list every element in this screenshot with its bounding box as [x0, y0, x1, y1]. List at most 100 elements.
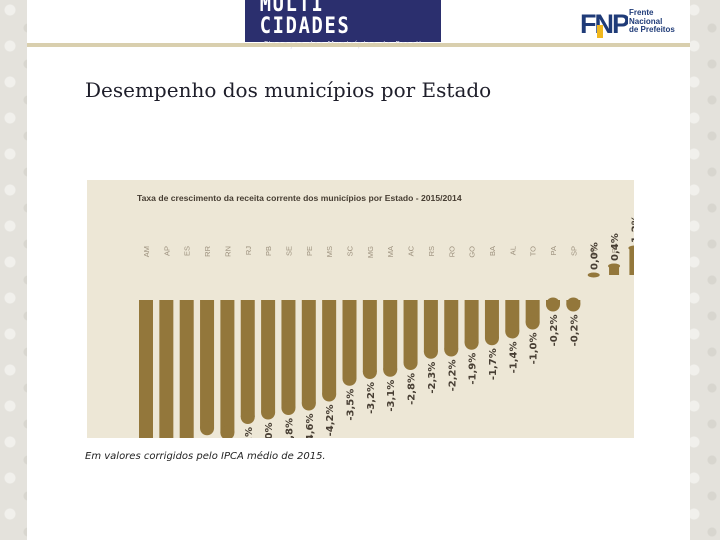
state-label: PE — [305, 246, 314, 256]
bar — [159, 300, 174, 438]
bar-cap — [484, 331, 499, 346]
bar — [464, 300, 479, 343]
value-label: -5,2% — [244, 427, 255, 438]
logo-main-text: MULTI CIDADES — [259, 0, 351, 39]
state-label: RS — [427, 246, 436, 256]
bar — [505, 300, 520, 332]
state-label: ES — [183, 246, 192, 256]
bar-cap — [628, 245, 634, 251]
state-label: MA — [386, 246, 395, 257]
bar — [179, 300, 194, 438]
state-label: PR — [590, 245, 599, 256]
bar-cap — [423, 344, 438, 359]
bar — [383, 300, 398, 370]
state-label: RR — [203, 245, 212, 256]
state-label: TO — [529, 246, 538, 256]
value-label: -0,2% — [569, 315, 580, 347]
state-label: AC — [407, 245, 416, 256]
state-label: PI — [610, 246, 619, 253]
bar — [139, 300, 153, 438]
bar — [484, 300, 499, 339]
bar — [220, 300, 235, 433]
value-label: -1,9% — [468, 353, 479, 385]
bar — [281, 300, 296, 408]
slide: MULTI CIDADES Finanças dos Municípios do… — [27, 0, 690, 540]
state-label: SP — [569, 246, 578, 256]
state-label: AM — [142, 246, 151, 257]
bar — [261, 300, 276, 413]
value-label: -4,8% — [284, 418, 295, 438]
value-label: 0,4% — [610, 233, 621, 261]
bar-cap — [505, 324, 520, 339]
state-label: AP — [162, 246, 171, 256]
fnp-line-1: Frente — [629, 8, 654, 17]
bar — [301, 300, 316, 404]
bar — [322, 300, 337, 395]
fnp-line-3: de Prefeitos — [629, 25, 675, 34]
bar-cap — [342, 371, 357, 386]
bar — [200, 300, 215, 429]
value-label: -4,2% — [325, 405, 336, 437]
bar-cap — [403, 356, 418, 370]
bar-cap — [525, 315, 540, 330]
bar — [342, 300, 357, 379]
multi-cidades-logo: MULTI CIDADES Finanças dos Municípios do… — [245, 0, 441, 49]
fnp-logo: FNP Frente Nacional de Prefeitos — [580, 3, 690, 41]
bar-cap — [444, 342, 459, 357]
bar-cap — [587, 272, 600, 278]
bar-cap — [362, 365, 377, 379]
chart-panel — [87, 180, 634, 438]
bar — [403, 300, 418, 363]
state-label: AL — [508, 246, 517, 255]
value-label: -2,8% — [407, 373, 418, 405]
value-label: -5,0% — [264, 423, 275, 439]
bar — [362, 300, 377, 372]
bar-cap — [220, 425, 235, 438]
bar-chart: Taxa de crescimento da receita corrente … — [87, 180, 634, 438]
value-label: -1,7% — [488, 348, 499, 380]
bar — [629, 248, 634, 275]
value-label: 0,0% — [590, 242, 601, 270]
header-rule — [27, 43, 690, 47]
bar — [609, 266, 620, 275]
state-label: SC — [346, 245, 355, 256]
value-label: -1,0% — [529, 333, 540, 365]
state-label: MS — [325, 246, 334, 257]
chart-title: Taxa de crescimento da receita corrente … — [137, 193, 462, 203]
bar — [444, 300, 459, 350]
value-label: -3,2% — [366, 382, 377, 414]
bar — [240, 300, 255, 417]
bar-cap — [566, 297, 581, 312]
state-label: PA — [549, 246, 558, 255]
value-label: -3,1% — [386, 380, 397, 412]
footnote: Em valores corrigidos pelo IPCA médio de… — [85, 451, 326, 462]
fnp-name: Frente Nacional de Prefeitos — [629, 8, 675, 35]
state-label: RO — [447, 246, 456, 257]
state-label: RN — [223, 246, 232, 257]
bar-cap — [200, 421, 215, 436]
value-label: -1,4% — [508, 342, 519, 374]
bar-cap — [281, 401, 296, 415]
fnp-line-2: Nacional — [629, 16, 663, 26]
value-label: 1,2% — [630, 215, 634, 243]
value-label: -0,2% — [549, 315, 560, 347]
page-title: Desempenho dos municípios por Estado — [85, 78, 492, 102]
value-label: -2,2% — [447, 360, 458, 392]
value-label: -4,6% — [305, 414, 316, 439]
bar-cap — [383, 362, 398, 377]
bar-cap — [240, 410, 255, 424]
bar-cap — [546, 297, 560, 312]
state-label: BA — [488, 246, 497, 256]
bar-cap — [608, 263, 621, 269]
bar-cap — [301, 396, 316, 411]
state-label: RJ — [244, 246, 253, 255]
state-label: PB — [264, 246, 273, 256]
state-label: SE — [284, 246, 293, 256]
value-label: -3,5% — [346, 389, 357, 421]
fnp-mark-icon: FNP — [580, 9, 632, 39]
bar-cap — [261, 405, 276, 420]
fnp-mark-text: FNP — [580, 9, 628, 39]
bar-cap — [464, 335, 479, 350]
chart: Taxa de crescimento da receita corrente … — [87, 180, 634, 438]
bar — [423, 300, 438, 352]
